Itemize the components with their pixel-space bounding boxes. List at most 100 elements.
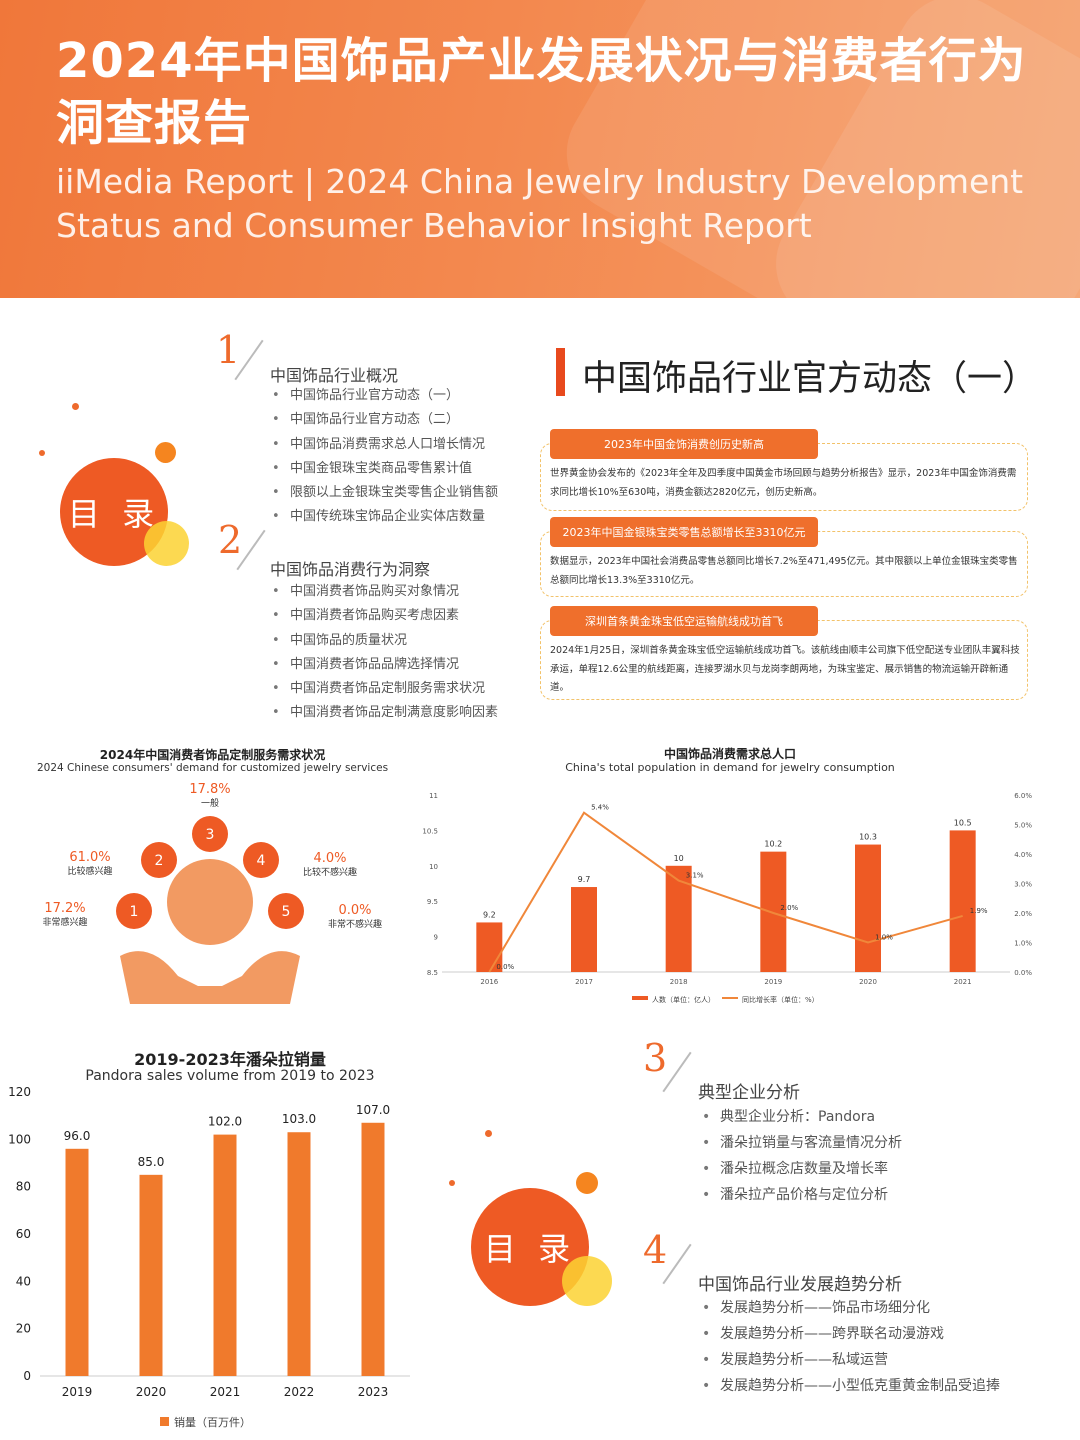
y-tick-label: 10.5 bbox=[422, 827, 438, 835]
x-tick-label: 2020 bbox=[136, 1385, 167, 1399]
bar-value-label: 85.0 bbox=[138, 1155, 165, 1169]
line-value-label: 3.1% bbox=[686, 872, 704, 880]
custom-demand-chart: 1 2 3 4 5 17.2% 非常感兴趣 61.0% 比较感兴趣 17.8% … bbox=[42, 782, 382, 1004]
bar-value-label: 10.5 bbox=[954, 818, 972, 827]
toc-item[interactable]: 潘朵拉概念店数量及增长率 bbox=[700, 1156, 902, 1182]
bar-value-label: 10.3 bbox=[859, 833, 877, 842]
section-number: 1 bbox=[216, 328, 241, 372]
legend-swatch bbox=[160, 1417, 169, 1426]
news-accent-bar bbox=[556, 348, 565, 396]
toc-item[interactable]: 限额以上金银珠宝类零售企业销售额 bbox=[270, 481, 498, 506]
toc-item[interactable]: 发展趋势分析——饰品市场细分化 bbox=[700, 1295, 1000, 1321]
decor-dot bbox=[576, 1172, 598, 1194]
x-tick-label: 2021 bbox=[210, 1385, 241, 1399]
population-bar bbox=[665, 865, 692, 972]
y-tick-label: 8.5 bbox=[427, 969, 438, 977]
custom-option-5: 5 bbox=[268, 893, 304, 929]
section-title: 典型企业分析 bbox=[698, 1083, 800, 1103]
x-tick-label: 2020 bbox=[859, 978, 877, 986]
population-chart-subtitle: China's total population in demand for j… bbox=[565, 761, 895, 774]
custom-option-3: 3 bbox=[192, 816, 228, 852]
custom-option-4: 4 bbox=[243, 842, 279, 878]
legend-bar-label: 人数（单位：亿人） bbox=[652, 995, 715, 1004]
option-label: 非常感兴趣 bbox=[42, 916, 87, 928]
line-value-label: 1.9% bbox=[970, 907, 988, 915]
y2-tick-label: 1.0% bbox=[1014, 940, 1032, 948]
toc-item[interactable]: 中国饰品的质量状况 bbox=[270, 629, 498, 654]
section-title: 中国饰品行业概况 bbox=[270, 366, 399, 385]
population-bar bbox=[476, 922, 503, 972]
population-bar bbox=[855, 844, 881, 972]
option-percent: 61.0% bbox=[69, 850, 110, 865]
custom-option-2: 2 bbox=[141, 842, 177, 878]
news-label: 2023年中国金饰消费创历史新高 bbox=[550, 429, 818, 459]
x-tick-label: 2023 bbox=[358, 1385, 389, 1399]
x-tick-label: 2019 bbox=[62, 1385, 93, 1399]
y2-tick-label: 6.0% bbox=[1014, 792, 1032, 800]
legend-label: 销量（百万件） bbox=[174, 1415, 251, 1429]
person-figure-icon bbox=[120, 859, 300, 1004]
option-percent: 0.0% bbox=[338, 903, 371, 918]
toc-item[interactable]: 潘朵拉产品价格与定位分析 bbox=[700, 1182, 902, 1208]
pandora-bar bbox=[213, 1134, 237, 1376]
toc-item[interactable]: 中国消费者饰品品牌选择情况 bbox=[270, 653, 498, 678]
toc-item[interactable]: 中国消费者饰品定制服务需求状况 bbox=[270, 677, 498, 702]
line-value-label: 0.0% bbox=[496, 963, 514, 971]
line-value-label: 2.0% bbox=[780, 904, 798, 912]
toc-item[interactable]: 中国消费者饰品购买对象情况 bbox=[270, 580, 498, 605]
section-number: 2 bbox=[218, 518, 243, 562]
toc-circle: 目 录 bbox=[471, 1188, 589, 1306]
news-title: 中国饰品行业官方动态（一） bbox=[582, 359, 1038, 399]
toc-item[interactable]: 典型企业分析：Pandora bbox=[700, 1104, 902, 1130]
y-tick-label: 40 bbox=[16, 1274, 31, 1288]
population-bar bbox=[949, 830, 976, 972]
toc-item[interactable]: 中国饰品行业官方动态（二） bbox=[270, 408, 498, 433]
section-list: 典型企业分析：Pandora 潘朵拉销量与客流量情况分析 潘朵拉概念店数量及增长… bbox=[700, 1104, 902, 1208]
toc-item[interactable]: 中国饰品消费需求总人口增长情况 bbox=[270, 433, 498, 458]
population-bar bbox=[571, 887, 597, 972]
pandora-chart-subtitle: Pandora sales volume from 2019 to 2023 bbox=[85, 1068, 375, 1084]
toc-item[interactable]: 中国消费者饰品定制满意度影响因素 bbox=[270, 701, 498, 726]
line-value-label: 1.0% bbox=[875, 934, 893, 942]
custom-chart-title: 2024年中国消费者饰品定制服务需求状况 bbox=[99, 748, 326, 762]
toc-item[interactable]: 中国传统珠宝饰品企业实体店数量 bbox=[270, 505, 498, 530]
growth-rate-line bbox=[488, 811, 963, 973]
decor-dot bbox=[155, 442, 176, 463]
pandora-bar bbox=[287, 1132, 311, 1376]
y-tick-label: 80 bbox=[16, 1180, 31, 1194]
x-tick-label: 2021 bbox=[954, 978, 972, 986]
decor-dot bbox=[485, 1130, 492, 1137]
decor-dot bbox=[39, 450, 45, 456]
section-number: 4 bbox=[643, 1228, 668, 1272]
bar-value-label: 10.2 bbox=[764, 840, 782, 849]
toc-item[interactable]: 中国金银珠宝类商品零售累计值 bbox=[270, 457, 498, 482]
pandora-chart: 0 20 40 60 80 100 120 96.0 2019 85.0 2020 102.0 2021… bbox=[8, 1085, 410, 1429]
news-text: 2024年1月25日，深圳首条黄金珠宝低空运输航线成功首飞。该航线由顺丰公司旗下… bbox=[550, 645, 1020, 693]
custom-option-1: 1 bbox=[116, 893, 152, 929]
option-percent: 17.2% bbox=[44, 901, 85, 916]
news-text: 世界黄金协会发布的《2023年全年及四季度中国黄金市场回顾与趋势分析报告》显示，… bbox=[550, 468, 1017, 498]
bar-value-label: 9.2 bbox=[483, 910, 496, 919]
y-tick-label: 9 bbox=[434, 934, 438, 942]
y-tick-label: 10 bbox=[429, 863, 438, 871]
decor-dot bbox=[449, 1180, 455, 1186]
toc-item[interactable]: 发展趋势分析——私域运营 bbox=[700, 1347, 1000, 1373]
y2-tick-label: 5.0% bbox=[1014, 822, 1032, 830]
y-tick-label: 20 bbox=[16, 1322, 31, 1336]
custom-chart-subtitle: 2024 Chinese consumers' demand for custo… bbox=[36, 762, 389, 774]
option-percent: 4.0% bbox=[313, 851, 346, 866]
toc-item[interactable]: 发展趋势分析——小型低克重黄金制品受追捧 bbox=[700, 1373, 1000, 1399]
toc-item[interactable]: 中国饰品行业官方动态（一） bbox=[270, 384, 498, 409]
y-tick-label: 9.5 bbox=[427, 898, 438, 906]
option-number: 5 bbox=[282, 904, 291, 920]
section-list: 中国消费者饰品购买对象情况 中国消费者饰品购买考虑因素 中国饰品的质量状况 中国… bbox=[270, 580, 498, 726]
toc-item[interactable]: 中国消费者饰品购买考虑因素 bbox=[270, 604, 498, 629]
section-list: 发展趋势分析——饰品市场细分化 发展趋势分析——跨界联名动漫游戏 发展趋势分析—… bbox=[700, 1295, 1000, 1399]
legend-line-label: 同比增长率（单位：%） bbox=[742, 995, 819, 1004]
pandora-bar bbox=[139, 1174, 163, 1376]
toc-item[interactable]: 发展趋势分析——跨界联名动漫游戏 bbox=[700, 1321, 1000, 1347]
toc-item[interactable]: 潘朵拉销量与客流量情况分析 bbox=[700, 1130, 902, 1156]
y-tick-label: 11 bbox=[429, 792, 438, 800]
x-tick-label: 2016 bbox=[480, 978, 498, 986]
pandora-bar bbox=[65, 1148, 89, 1376]
